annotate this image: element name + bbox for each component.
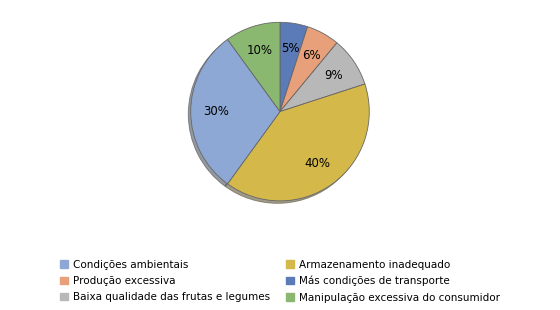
Text: 30%: 30%: [203, 105, 228, 118]
Wedge shape: [227, 84, 369, 201]
Text: 5%: 5%: [281, 42, 299, 55]
Wedge shape: [280, 27, 337, 112]
Wedge shape: [280, 43, 365, 112]
Wedge shape: [227, 22, 280, 112]
Wedge shape: [191, 39, 280, 184]
Text: 40%: 40%: [305, 157, 331, 170]
Text: 6%: 6%: [302, 49, 320, 62]
Text: 9%: 9%: [324, 69, 343, 82]
Text: 10%: 10%: [247, 44, 273, 57]
Legend: Condições ambientais, Produção excessiva, Baixa qualidade das frutas e legumes, : Condições ambientais, Produção excessiva…: [58, 258, 502, 305]
Wedge shape: [280, 22, 307, 112]
